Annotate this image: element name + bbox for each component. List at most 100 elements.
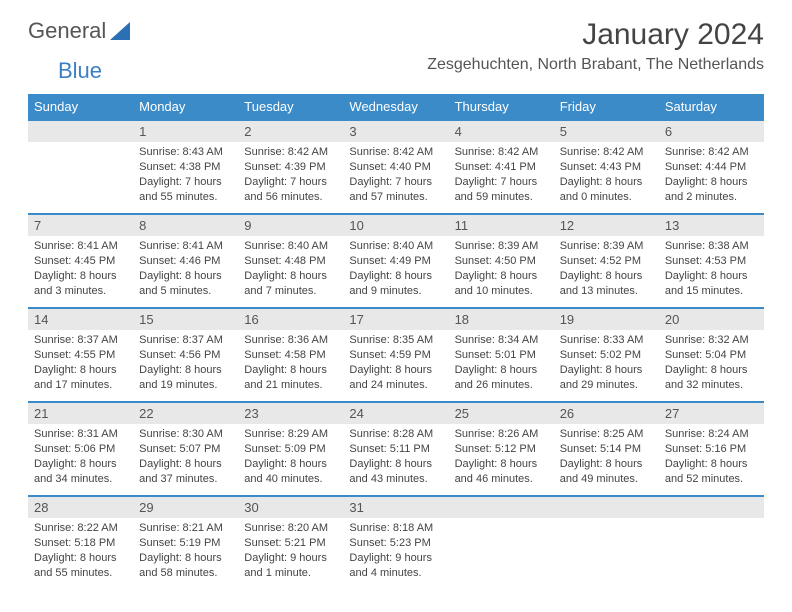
day-number-row: 28293031	[28, 496, 764, 518]
calendar-table: Sunday Monday Tuesday Wednesday Thursday…	[28, 94, 764, 590]
day-number-cell: 30	[238, 496, 343, 518]
day-detail-row: Sunrise: 8:43 AMSunset: 4:38 PMDaylight:…	[28, 142, 764, 214]
daylight-text: Daylight: 8 hours and 24 minutes.	[349, 363, 442, 393]
sunrise-text: Sunrise: 8:42 AM	[244, 145, 337, 160]
day-detail-cell: Sunrise: 8:22 AMSunset: 5:18 PMDaylight:…	[28, 518, 133, 590]
day-number-cell: 14	[28, 308, 133, 330]
sunrise-text: Sunrise: 8:42 AM	[560, 145, 653, 160]
day-number-cell: 10	[343, 214, 448, 236]
sunrise-text: Sunrise: 8:31 AM	[34, 427, 127, 442]
sunset-text: Sunset: 5:16 PM	[665, 442, 758, 457]
sunset-text: Sunset: 4:43 PM	[560, 160, 653, 175]
daylight-text: Daylight: 9 hours and 1 minute.	[244, 551, 337, 581]
daylight-text: Daylight: 8 hours and 55 minutes.	[34, 551, 127, 581]
day-number-cell: 11	[449, 214, 554, 236]
sunset-text: Sunset: 4:53 PM	[665, 254, 758, 269]
day-number-row: 14151617181920	[28, 308, 764, 330]
sunrise-text: Sunrise: 8:24 AM	[665, 427, 758, 442]
day-number-cell: 25	[449, 402, 554, 424]
sunset-text: Sunset: 5:04 PM	[665, 348, 758, 363]
day-detail-cell: Sunrise: 8:37 AMSunset: 4:55 PMDaylight:…	[28, 330, 133, 402]
daylight-text: Daylight: 7 hours and 59 minutes.	[455, 175, 548, 205]
day-number-cell: 9	[238, 214, 343, 236]
sunset-text: Sunset: 5:19 PM	[139, 536, 232, 551]
weekday-header: Wednesday	[343, 94, 448, 120]
day-detail-row: Sunrise: 8:31 AMSunset: 5:06 PMDaylight:…	[28, 424, 764, 496]
logo-text-blue: Blue	[58, 58, 102, 83]
sunset-text: Sunset: 4:45 PM	[34, 254, 127, 269]
day-number-cell: 2	[238, 120, 343, 142]
day-number-cell: 4	[449, 120, 554, 142]
day-detail-cell: Sunrise: 8:40 AMSunset: 4:49 PMDaylight:…	[343, 236, 448, 308]
daylight-text: Daylight: 8 hours and 10 minutes.	[455, 269, 548, 299]
sunset-text: Sunset: 4:39 PM	[244, 160, 337, 175]
day-number-cell: 3	[343, 120, 448, 142]
daylight-text: Daylight: 8 hours and 34 minutes.	[34, 457, 127, 487]
daylight-text: Daylight: 8 hours and 32 minutes.	[665, 363, 758, 393]
header: General January 2024 Zesgehuchten, North…	[28, 18, 764, 74]
sunrise-text: Sunrise: 8:22 AM	[34, 521, 127, 536]
daylight-text: Daylight: 8 hours and 9 minutes.	[349, 269, 442, 299]
daylight-text: Daylight: 8 hours and 58 minutes.	[139, 551, 232, 581]
sunset-text: Sunset: 5:02 PM	[560, 348, 653, 363]
day-detail-cell: Sunrise: 8:41 AMSunset: 4:46 PMDaylight:…	[133, 236, 238, 308]
day-detail-row: Sunrise: 8:37 AMSunset: 4:55 PMDaylight:…	[28, 330, 764, 402]
daylight-text: Daylight: 8 hours and 2 minutes.	[665, 175, 758, 205]
weekday-header: Thursday	[449, 94, 554, 120]
sunset-text: Sunset: 5:09 PM	[244, 442, 337, 457]
sunrise-text: Sunrise: 8:28 AM	[349, 427, 442, 442]
daylight-text: Daylight: 8 hours and 21 minutes.	[244, 363, 337, 393]
sunset-text: Sunset: 4:38 PM	[139, 160, 232, 175]
day-number-cell: 20	[659, 308, 764, 330]
sunset-text: Sunset: 4:59 PM	[349, 348, 442, 363]
day-detail-cell: Sunrise: 8:18 AMSunset: 5:23 PMDaylight:…	[343, 518, 448, 590]
sunset-text: Sunset: 4:44 PM	[665, 160, 758, 175]
daylight-text: Daylight: 8 hours and 7 minutes.	[244, 269, 337, 299]
sunset-text: Sunset: 5:23 PM	[349, 536, 442, 551]
sunrise-text: Sunrise: 8:40 AM	[349, 239, 442, 254]
day-detail-cell: Sunrise: 8:32 AMSunset: 5:04 PMDaylight:…	[659, 330, 764, 402]
day-number-row: 21222324252627	[28, 402, 764, 424]
sunset-text: Sunset: 5:12 PM	[455, 442, 548, 457]
day-detail-row: Sunrise: 8:41 AMSunset: 4:45 PMDaylight:…	[28, 236, 764, 308]
day-number-cell: 6	[659, 120, 764, 142]
day-number-cell: 29	[133, 496, 238, 518]
sunrise-text: Sunrise: 8:25 AM	[560, 427, 653, 442]
daylight-text: Daylight: 8 hours and 5 minutes.	[139, 269, 232, 299]
sunrise-text: Sunrise: 8:35 AM	[349, 333, 442, 348]
daylight-text: Daylight: 8 hours and 17 minutes.	[34, 363, 127, 393]
daylight-text: Daylight: 8 hours and 3 minutes.	[34, 269, 127, 299]
location: Zesgehuchten, North Brabant, The Netherl…	[427, 56, 764, 74]
day-number-cell: 7	[28, 214, 133, 236]
daylight-text: Daylight: 8 hours and 0 minutes.	[560, 175, 653, 205]
day-detail-cell: Sunrise: 8:31 AMSunset: 5:06 PMDaylight:…	[28, 424, 133, 496]
day-detail-cell: Sunrise: 8:35 AMSunset: 4:59 PMDaylight:…	[343, 330, 448, 402]
day-detail-cell: Sunrise: 8:40 AMSunset: 4:48 PMDaylight:…	[238, 236, 343, 308]
daylight-text: Daylight: 8 hours and 49 minutes.	[560, 457, 653, 487]
day-detail-cell: Sunrise: 8:20 AMSunset: 5:21 PMDaylight:…	[238, 518, 343, 590]
sunset-text: Sunset: 4:52 PM	[560, 254, 653, 269]
sunrise-text: Sunrise: 8:42 AM	[665, 145, 758, 160]
sunset-text: Sunset: 5:11 PM	[349, 442, 442, 457]
sunrise-text: Sunrise: 8:38 AM	[665, 239, 758, 254]
sunset-text: Sunset: 4:40 PM	[349, 160, 442, 175]
sunrise-text: Sunrise: 8:20 AM	[244, 521, 337, 536]
day-number-row: 78910111213	[28, 214, 764, 236]
daylight-text: Daylight: 8 hours and 40 minutes.	[244, 457, 337, 487]
sunset-text: Sunset: 5:14 PM	[560, 442, 653, 457]
day-number-cell: 1	[133, 120, 238, 142]
daylight-text: Daylight: 8 hours and 13 minutes.	[560, 269, 653, 299]
day-detail-cell: Sunrise: 8:33 AMSunset: 5:02 PMDaylight:…	[554, 330, 659, 402]
sunrise-text: Sunrise: 8:21 AM	[139, 521, 232, 536]
day-number-cell: 18	[449, 308, 554, 330]
day-detail-cell: Sunrise: 8:21 AMSunset: 5:19 PMDaylight:…	[133, 518, 238, 590]
day-number-cell: 23	[238, 402, 343, 424]
sunrise-text: Sunrise: 8:40 AM	[244, 239, 337, 254]
weekday-header-row: Sunday Monday Tuesday Wednesday Thursday…	[28, 94, 764, 120]
day-detail-cell: Sunrise: 8:29 AMSunset: 5:09 PMDaylight:…	[238, 424, 343, 496]
day-number-cell: 24	[343, 402, 448, 424]
daylight-text: Daylight: 7 hours and 55 minutes.	[139, 175, 232, 205]
sunrise-text: Sunrise: 8:41 AM	[34, 239, 127, 254]
daylight-text: Daylight: 8 hours and 43 minutes.	[349, 457, 442, 487]
calendar-body: 123456Sunrise: 8:43 AMSunset: 4:38 PMDay…	[28, 120, 764, 590]
